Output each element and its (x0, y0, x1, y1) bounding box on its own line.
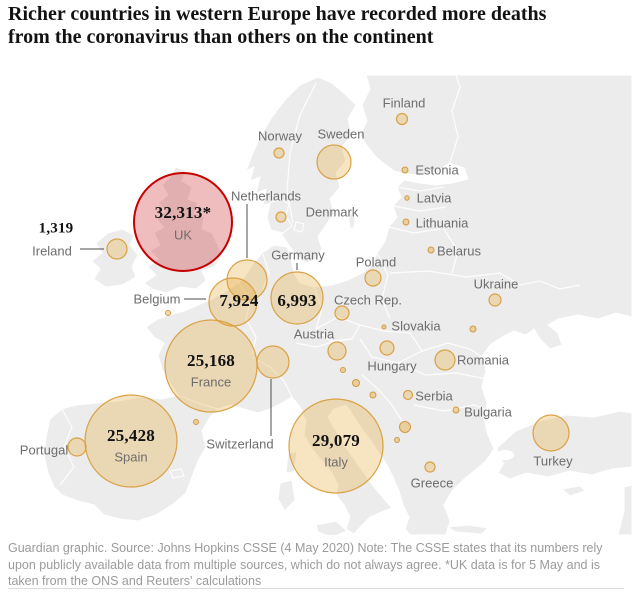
serbia-bubble (402, 389, 414, 401)
sweden-bubble (316, 144, 352, 180)
landmass-levant (617, 484, 632, 535)
andorra-bubble (193, 419, 199, 425)
landmasses (43, 75, 632, 535)
turkey-bubble (532, 414, 570, 452)
belgium-bubble (208, 277, 258, 327)
finland-bubble (395, 112, 409, 126)
poland-bubble (364, 269, 382, 287)
romania-bubble (434, 349, 456, 371)
landmass-mainland (43, 75, 632, 535)
lithuania-bubble (402, 218, 410, 226)
france-bubble (164, 319, 258, 413)
landmass-great-britain (143, 166, 223, 294)
switzerland-bubble (256, 345, 290, 379)
greece-bubble (424, 461, 436, 473)
source-note: Guardian graphic. Source: Johns Hopkins … (8, 541, 603, 588)
slovakia-bubble (381, 324, 387, 330)
denmark-bubble (275, 211, 287, 223)
island-zealand (293, 221, 305, 233)
island-gotland (348, 212, 356, 230)
norway-bubble (273, 147, 285, 159)
europe-map: 32,313* UK 1,319 Ireland Netherlands 7,924 Bel… (0, 75, 632, 535)
estonia-bubble (401, 166, 409, 174)
czech-rep-bubble (334, 305, 350, 321)
landmass-jutland (266, 198, 293, 234)
albania-bubble (394, 437, 400, 443)
belarus-bubble (427, 246, 435, 254)
bosnia-bubble (369, 391, 377, 399)
ireland-bubble (106, 238, 128, 260)
bottom-divider (8, 588, 624, 589)
hungary-bubble (379, 340, 395, 356)
island-sicily (315, 520, 348, 535)
ukraine-bubble (488, 293, 502, 307)
channel-islands-bubble (165, 310, 171, 316)
landmass-ireland (91, 228, 139, 288)
austria-bubble (327, 341, 347, 361)
map-svg (43, 75, 632, 535)
moldova-bubble (469, 325, 477, 333)
bulgaria-bubble (452, 406, 460, 414)
country-borders (59, 75, 581, 486)
island-mallorca (169, 468, 185, 479)
slovenia-bubble (340, 367, 346, 373)
croatia-bubble (352, 379, 360, 387)
island-cyprus (560, 485, 586, 497)
bubble-layer (67, 112, 570, 494)
sea-of-marmara (496, 450, 514, 460)
latvia-bubble (404, 195, 410, 201)
spain-bubble (84, 394, 178, 488)
netherlands-bubble (226, 259, 268, 301)
leader-lines (80, 204, 298, 436)
title-line-2: from the coronavirus than others on the … (8, 26, 434, 48)
island-crete (446, 524, 490, 535)
north-macedonia-bubble (399, 421, 411, 433)
germany-bubble (270, 271, 324, 325)
island-sardinia (277, 479, 296, 512)
italy-bubble (288, 398, 384, 494)
page-title: Richer countries in western Europe have … (8, 3, 628, 49)
portugal-bubble (67, 437, 87, 457)
uk-bubble (133, 172, 233, 272)
title-line-1: Richer countries in western Europe have … (8, 3, 547, 25)
